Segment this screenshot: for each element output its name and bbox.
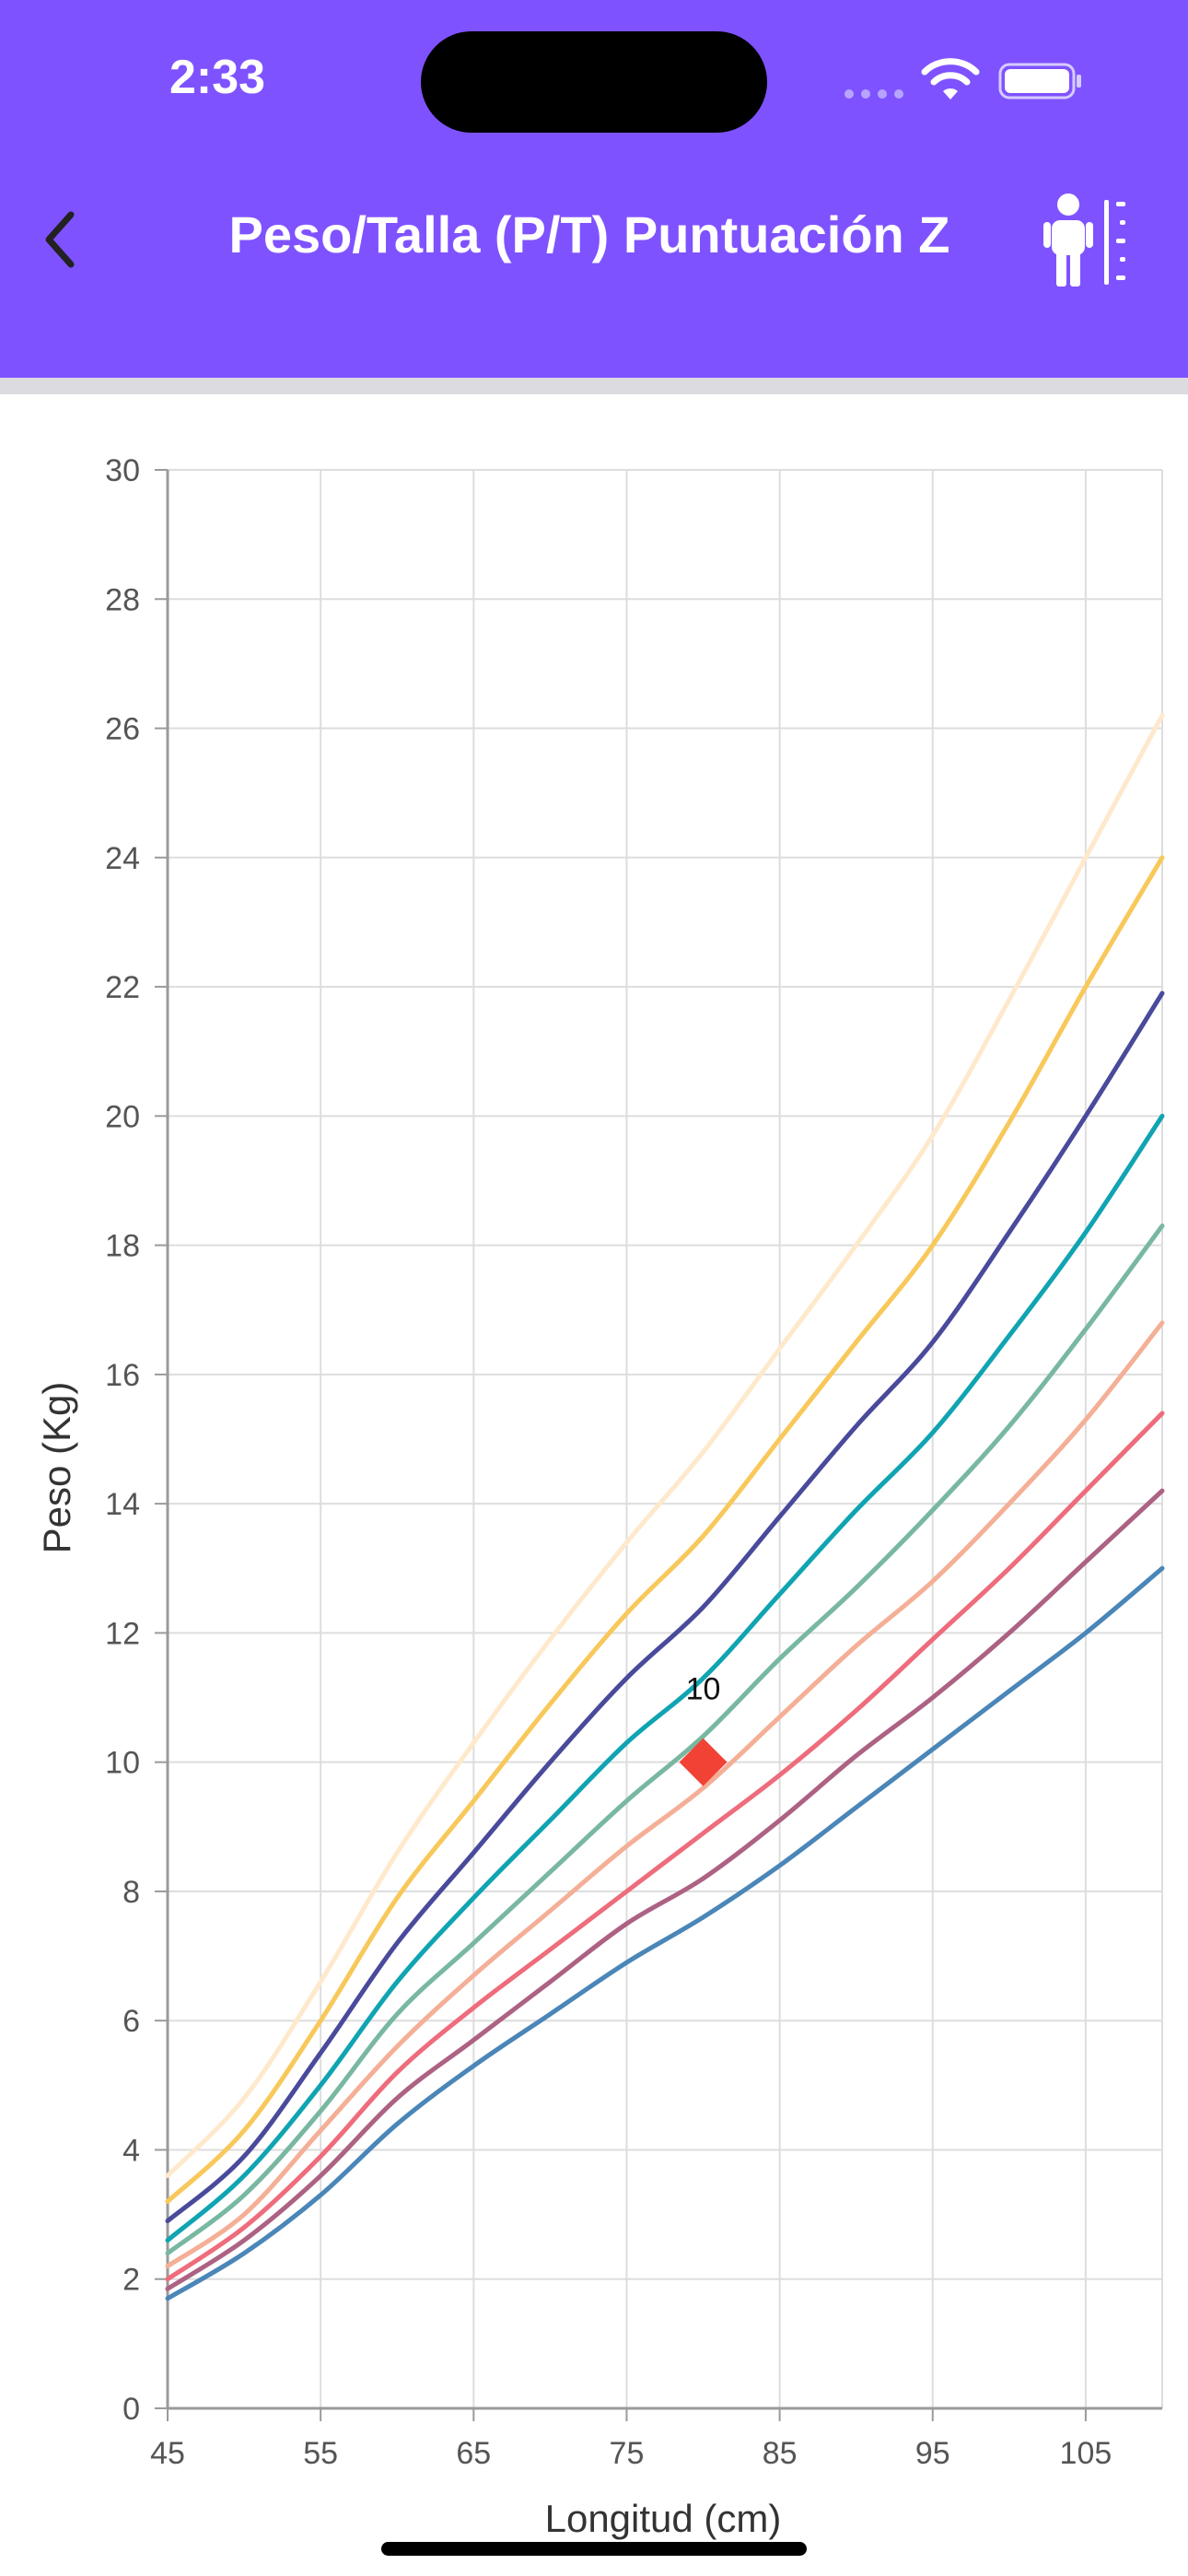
- home-indicator[interactable]: [381, 2542, 807, 2556]
- header-divider: [0, 378, 1188, 394]
- y-tick-label: 20: [105, 1099, 140, 1134]
- page-title: Peso/Talla (P/T) Puntuación Z: [228, 205, 950, 263]
- back-button[interactable]: [28, 198, 92, 281]
- y-tick-label: 18: [105, 1229, 140, 1264]
- x-tick-label: 45: [150, 2436, 185, 2471]
- y-tick-label: 30: [105, 453, 140, 488]
- zscore-curve-3: [165, 1411, 1165, 2282]
- x-axis-title: Longitud (cm): [545, 2497, 782, 2540]
- zscore-curve-5: [165, 1224, 1165, 2256]
- y-tick-label: 12: [105, 1616, 140, 1651]
- battery-icon: [998, 63, 1081, 100]
- x-tick-label: 55: [303, 2436, 338, 2471]
- zscore-curve-7: [165, 990, 1165, 2224]
- child-height-icon: [1043, 193, 1125, 287]
- y-axis-title: Peso (Kg): [35, 1382, 78, 1554]
- x-tick-label: 65: [456, 2436, 491, 2471]
- x-tick-label: 85: [763, 2436, 798, 2471]
- measurement-label: 10: [686, 1672, 721, 1707]
- y-tick-label: 24: [105, 841, 140, 876]
- x-tick-label: 105: [1060, 2436, 1112, 2471]
- y-tick-label: 26: [105, 712, 140, 747]
- y-tick-label: 22: [105, 970, 140, 1005]
- status-time: 2:33: [169, 51, 266, 104]
- zscore-curve-9: [165, 713, 1165, 2179]
- zscore-curve-2: [165, 1488, 1165, 2291]
- x-tick-label: 75: [610, 2436, 645, 2471]
- y-tick-label: 2: [122, 2263, 140, 2298]
- y-tick-label: 6: [122, 2004, 140, 2039]
- zscore-curve-4: [165, 1320, 1165, 2269]
- y-tick-label: 28: [105, 582, 140, 617]
- x-tick-label: 95: [915, 2436, 950, 2471]
- dynamic-island: [421, 31, 767, 133]
- app-header: 2:33 Peso/Talla (P/T) Puntuación Z: [0, 0, 1188, 378]
- chart-area: 0 2 4 6 8 10 12 14 16 18 20 22 24 26 28 30 45 55 65 75 85 95 1…: [0, 394, 1188, 2576]
- y-tick-label: 4: [122, 2133, 140, 2168]
- child-height-button[interactable]: [1041, 189, 1142, 290]
- measurement-point: [679, 1738, 728, 1786]
- cellular-signal-icon: [844, 89, 903, 99]
- y-tick-label: 16: [105, 1358, 140, 1393]
- y-tick-label: 14: [105, 1487, 140, 1522]
- chevron-left-icon: [45, 211, 75, 268]
- y-tick-label: 0: [122, 2392, 140, 2427]
- zscore-curve-8: [165, 855, 1165, 2205]
- y-tick-label: 10: [105, 1746, 140, 1781]
- zscore-curve-6: [165, 1113, 1165, 2243]
- zscore-curve-1: [165, 1565, 1165, 2301]
- y-tick-label: 8: [122, 1875, 140, 1910]
- wifi-icon: [921, 58, 980, 100]
